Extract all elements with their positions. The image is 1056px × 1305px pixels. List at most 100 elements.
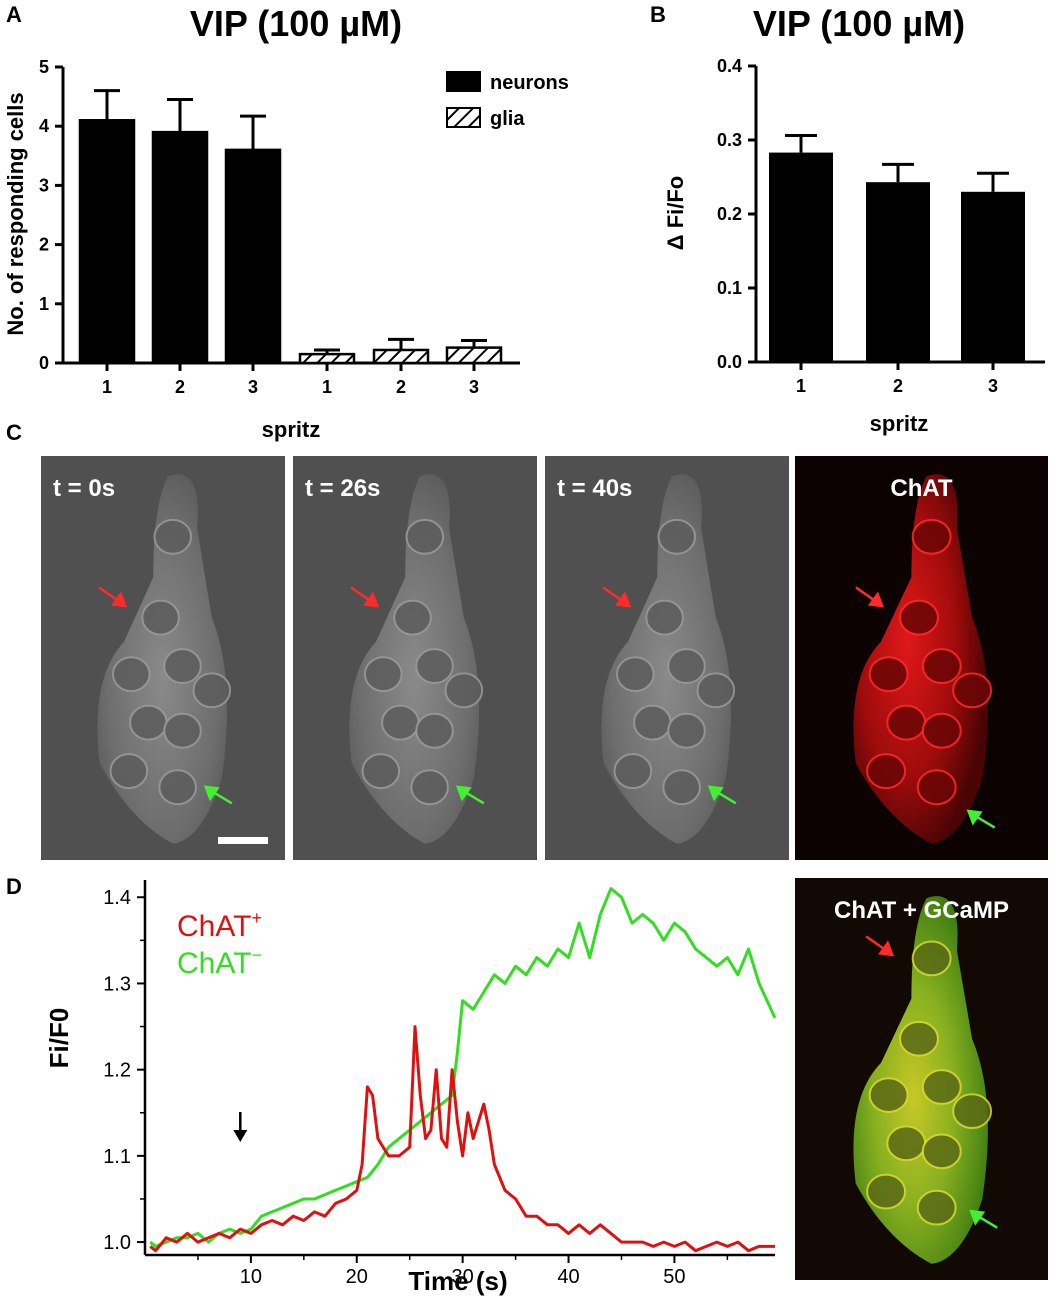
cell-nucleus — [363, 656, 403, 693]
panel-letter-b: B — [650, 2, 666, 27]
micrographs: t = 0s t = 26s t = 40s ChAT ChAT + GCaMP — [41, 456, 1048, 1280]
chart-a-bar-glia — [372, 348, 430, 365]
cell-nucleus — [866, 1173, 907, 1210]
chart-a-y-tick-label: 1 — [39, 294, 49, 314]
ganglion-cell-cluster — [853, 474, 988, 844]
chart-a-title: VIP (100 µM) — [190, 3, 402, 44]
stimulus-arrowhead-icon — [233, 1130, 248, 1142]
cell-nucleus — [866, 753, 907, 790]
chart-a-legend-swatch-neurons — [446, 71, 481, 92]
red-arrowhead-icon — [111, 591, 128, 608]
chart-a-y-tick-label: 2 — [39, 235, 49, 255]
cell-nucleus — [415, 648, 454, 685]
ganglion-cell-cluster — [349, 474, 480, 844]
micrograph-2: t = 26s — [293, 456, 537, 860]
cell-nucleus — [868, 656, 909, 693]
chart-d-legend-label: ChAT− — [177, 945, 262, 980]
chart-a-x-tick-label: 2 — [175, 377, 185, 397]
cell-nucleus — [381, 704, 420, 741]
panel-letter-c: C — [6, 420, 22, 445]
micrograph-4: ChAT — [795, 456, 1048, 860]
chart-d-y-tick-label: 1.3 — [103, 973, 131, 995]
cell-nucleus — [667, 712, 706, 749]
chart-a-legend-swatch-glia — [446, 107, 481, 128]
cell-nucleus — [163, 712, 202, 749]
chart-b-y-tick-label: 0.0 — [717, 352, 742, 372]
cell-nucleus — [613, 753, 653, 790]
chart-a-x-tick-label: 2 — [396, 377, 406, 397]
chart-a-x-tick-label: 3 — [469, 377, 479, 397]
chart-d-x-tick-label: 50 — [663, 1266, 685, 1288]
chart-a-x-tick-label: 1 — [102, 377, 112, 397]
chart-b-ylabel: Δ Fi/Fo — [663, 176, 688, 250]
cell-nucleus — [444, 672, 484, 709]
chart-b-title: VIP (100 µM) — [753, 3, 965, 44]
chart-d-y-tick-label: 1.1 — [103, 1146, 131, 1168]
cell-nucleus — [911, 940, 952, 977]
chart-b-bar — [866, 182, 930, 362]
chart-a-x-tick-label: 3 — [248, 377, 258, 397]
scale-bar — [218, 837, 268, 844]
chart-d-y-tick-label: 1.2 — [103, 1060, 131, 1082]
green-arrowhead-icon — [707, 785, 724, 802]
chart-b-y-tick-label: 0.3 — [717, 130, 742, 150]
green-arrowhead-icon — [966, 809, 983, 826]
chart-d: Fi/F0 Time (s) 1.0 1.1 1.2 1.3 1.4 10 20 30 40 50… — [44, 880, 777, 1296]
chart-a-bar-glia — [445, 346, 503, 365]
chart-b-y-tick-label: 0.4 — [717, 56, 742, 76]
cell-nucleus — [192, 672, 232, 709]
cell-nucleus — [163, 648, 202, 685]
chart-b-x-tick-label: 3 — [988, 376, 998, 396]
chart-a-y-tick-label: 5 — [39, 57, 49, 77]
micrograph-3: t = 40s — [545, 456, 789, 860]
chart-d-x-tick-label: 30 — [452, 1266, 474, 1288]
micrograph-label: ChAT + GCaMP — [834, 897, 1009, 924]
chart-b-bar — [961, 191, 1025, 362]
chart-a-xlabel: spritz — [262, 417, 321, 442]
micrograph-1: t = 0s — [41, 456, 285, 860]
cell-nucleus — [361, 753, 401, 790]
chart-d-x-tick-label: 20 — [346, 1266, 368, 1288]
cell-nucleus — [405, 518, 445, 555]
chart-b: VIP (100 µM) Δ Fi/Fo spritz 0.0 0.1 0.2 0.3… — [663, 3, 1045, 436]
chart-d-x-tick-label: 10 — [240, 1266, 262, 1288]
chart-b-y-tick-label: 0.1 — [717, 278, 742, 298]
red-arrowhead-icon — [363, 591, 380, 608]
panel-letter-d: D — [6, 874, 22, 899]
chart-a-ylabel: No. of responding cells — [3, 92, 28, 335]
ganglion-cell-cluster — [97, 474, 228, 844]
chart-d-ylabel: Fi/F0 — [44, 1008, 74, 1069]
cell-nucleus — [633, 704, 672, 741]
chart-a-y-tick-label: 3 — [39, 175, 49, 195]
cell-nucleus — [645, 599, 684, 636]
chart-a-bar-neurons — [78, 119, 136, 365]
chart-a-legend-label: glia — [490, 108, 525, 130]
chart-a-x-tick-label: 1 — [322, 377, 332, 397]
chart-a-bar-neurons — [151, 130, 209, 365]
cell-nucleus — [662, 769, 701, 806]
chart-a-legend-label: neurons — [490, 72, 569, 94]
cell-nucleus — [898, 1020, 939, 1057]
chart-b-x-tick-label: 1 — [796, 376, 806, 396]
cell-nucleus — [952, 1093, 993, 1130]
red-arrowhead-icon — [867, 591, 884, 608]
chart-b-x-tick-label: 2 — [893, 376, 903, 396]
micrograph-label: ChAT — [890, 475, 953, 502]
chart-d-legend-label: ChAT+ — [177, 908, 262, 943]
cell-nucleus — [393, 599, 432, 636]
green-arrowhead-icon — [969, 1209, 986, 1226]
ganglion-cell-cluster — [601, 474, 732, 844]
chart-d-series-line-chat-negative — [149, 887, 777, 1248]
red-arrowhead-icon — [878, 940, 895, 957]
cell-nucleus — [868, 1077, 909, 1113]
micrograph-label: t = 40s — [557, 475, 632, 502]
chart-d-y-tick-label: 1.4 — [103, 887, 131, 909]
chart-a-y-tick-label: 4 — [39, 116, 49, 136]
chart-d-y-tick-label: 1.0 — [103, 1232, 131, 1254]
cell-nucleus — [111, 656, 151, 693]
cell-nucleus — [667, 648, 706, 685]
cell-nucleus — [921, 648, 962, 685]
chart-a-bar-neurons — [224, 148, 282, 365]
cell-nucleus — [158, 769, 197, 806]
